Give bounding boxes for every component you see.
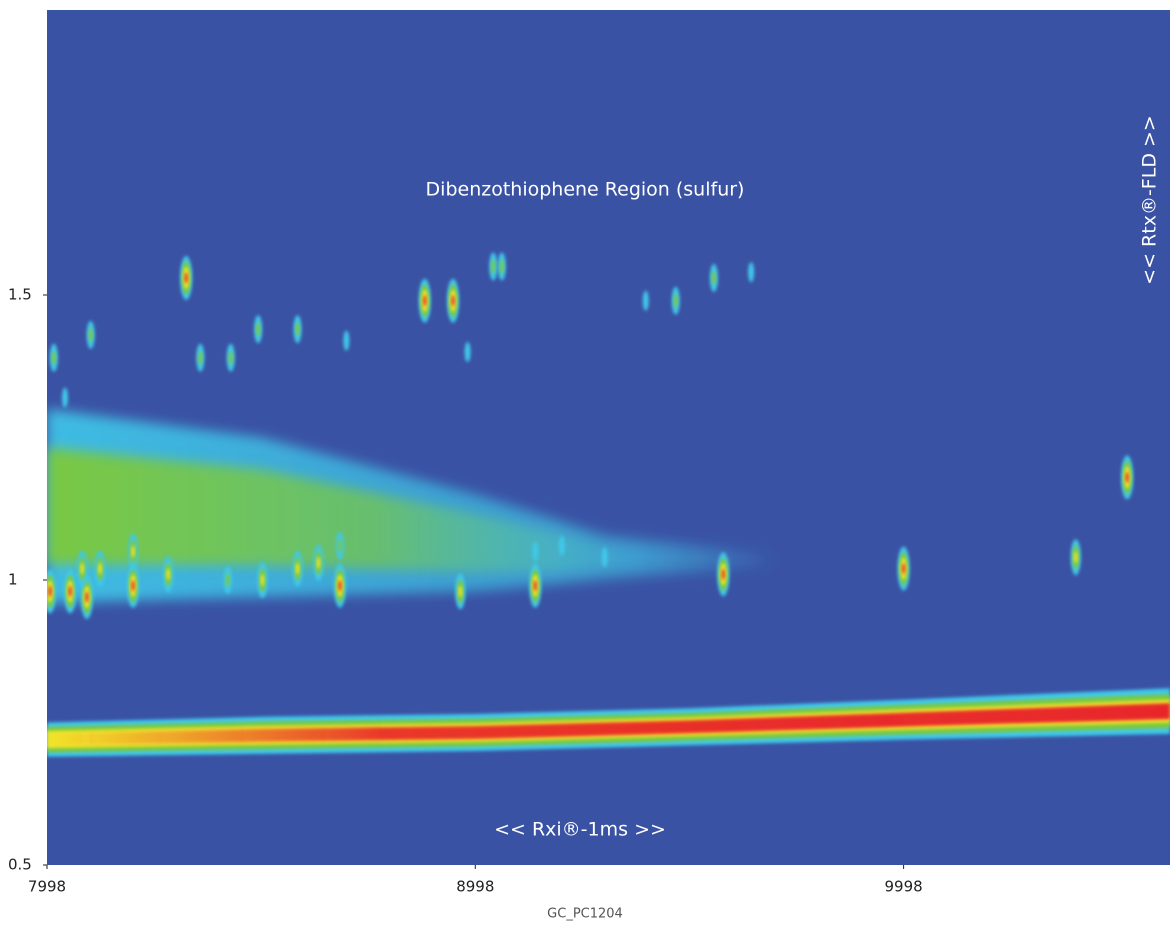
peak bbox=[451, 295, 455, 307]
peak bbox=[458, 585, 462, 598]
peak bbox=[184, 272, 188, 284]
peak bbox=[85, 591, 89, 603]
cloud-inner bbox=[47, 447, 776, 573]
peak bbox=[673, 293, 678, 308]
y-tick-label: 0.5 bbox=[8, 856, 32, 874]
peak bbox=[228, 350, 233, 365]
peak bbox=[166, 568, 170, 581]
peak bbox=[48, 585, 52, 597]
peak bbox=[601, 547, 608, 568]
peak bbox=[491, 259, 496, 274]
peak bbox=[68, 585, 72, 597]
peak bbox=[1125, 471, 1129, 483]
peak bbox=[131, 580, 135, 592]
y-tick-label: 1.5 bbox=[8, 286, 32, 304]
x-tick-label: 9998 bbox=[885, 878, 923, 896]
peak bbox=[225, 573, 230, 587]
peak bbox=[499, 259, 504, 274]
peak bbox=[295, 322, 300, 337]
peak bbox=[316, 556, 321, 569]
y-annotation: << Rtx®-FLD >> bbox=[1139, 115, 1161, 285]
peak bbox=[711, 270, 716, 285]
peak bbox=[423, 295, 427, 307]
peak bbox=[1074, 551, 1078, 564]
chart-title: Dibenzothiophene Region (sulfur) bbox=[426, 179, 745, 201]
x-annotation: << Rxi®-1ms >> bbox=[494, 819, 666, 841]
peak bbox=[533, 580, 537, 592]
peak bbox=[532, 541, 539, 562]
band-layer bbox=[47, 703, 1170, 746]
peak bbox=[260, 574, 265, 586]
peak bbox=[88, 327, 93, 342]
peak bbox=[51, 350, 56, 365]
peak bbox=[198, 350, 203, 365]
peak bbox=[721, 568, 725, 580]
peak bbox=[295, 562, 300, 575]
peak bbox=[80, 562, 84, 575]
x-tick-label: 8998 bbox=[456, 878, 494, 896]
plot-layer bbox=[47, 252, 1170, 757]
peak bbox=[338, 580, 342, 592]
peak bbox=[464, 342, 471, 362]
x-tick-label: 7998 bbox=[28, 878, 66, 896]
peak bbox=[642, 290, 649, 311]
peak bbox=[337, 538, 342, 553]
peak bbox=[256, 322, 261, 337]
peak bbox=[748, 262, 755, 283]
x-axis-label: GC_PC1204 bbox=[547, 907, 623, 922]
peak bbox=[131, 545, 135, 558]
y-tick-label: 1 bbox=[8, 571, 18, 589]
peak bbox=[343, 330, 350, 351]
peak bbox=[558, 535, 565, 556]
peak bbox=[902, 563, 906, 575]
peak bbox=[98, 562, 102, 575]
peak bbox=[61, 387, 68, 408]
